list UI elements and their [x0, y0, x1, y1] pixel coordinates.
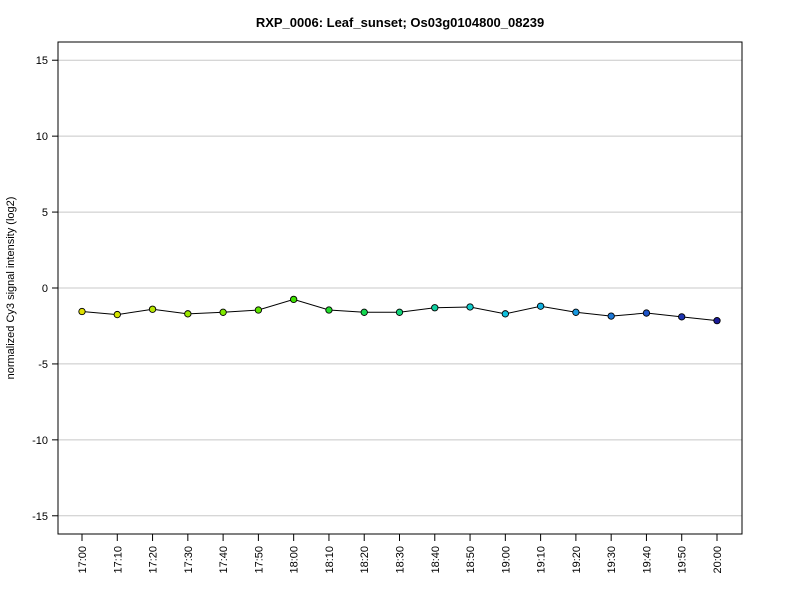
x-tick-label: 17:10 — [112, 546, 124, 574]
y-tick-label: 5 — [42, 207, 48, 219]
data-point — [501, 310, 509, 318]
x-tick-label: 17:30 — [183, 546, 195, 574]
x-tick-label: 18:50 — [465, 546, 477, 574]
chart-title: RXP_0006: Leaf_sunset; Os03g0104800_0823… — [256, 15, 544, 30]
plot-frame — [57, 41, 743, 535]
y-tick-label: 15 — [36, 55, 48, 67]
x-tick-label: 17:00 — [77, 546, 89, 574]
data-point — [184, 310, 192, 318]
grid-lines — [58, 59, 742, 517]
data-point — [290, 295, 298, 304]
data-point — [572, 308, 580, 316]
y-tick-label: 0 — [42, 283, 48, 295]
data-point — [466, 303, 474, 311]
x-tick-label: 17:20 — [148, 546, 160, 574]
x-tick-label: 18:00 — [289, 546, 301, 574]
data-point — [148, 305, 157, 313]
y-tick-label: -5 — [38, 359, 48, 371]
x-tick-label: 19:20 — [571, 546, 583, 574]
x-tick-label: 18:10 — [324, 546, 336, 574]
data-point — [713, 316, 721, 325]
x-tick-label: 18:20 — [359, 546, 371, 574]
y-axis-label: normalized Cy3 signal intensity (log2) — [5, 197, 17, 380]
x-tick-label: 19:40 — [641, 546, 653, 574]
data-point — [431, 304, 439, 312]
data-point — [607, 312, 615, 320]
data-point — [219, 308, 227, 316]
data-point — [78, 307, 86, 316]
y-tick-label: 10 — [36, 131, 48, 143]
data-point — [642, 309, 651, 317]
y-tick-label: -10 — [32, 435, 48, 447]
x-tick-label: 17:50 — [253, 546, 265, 574]
x-tick-label: 19:10 — [536, 546, 548, 574]
data-point — [325, 306, 333, 314]
series-points — [78, 295, 721, 325]
data-point — [536, 302, 545, 310]
y-axis: -15 -10 -5 0 5 10 15 — [32, 55, 58, 523]
x-tick-label: 20:00 — [712, 546, 724, 574]
x-tick-label: 18:40 — [430, 546, 442, 574]
y-tick-label: -15 — [32, 511, 48, 523]
data-point — [254, 306, 263, 314]
x-tick-label: 19:30 — [606, 546, 618, 574]
x-tick-label: 18:30 — [395, 546, 407, 574]
data-point — [360, 308, 368, 316]
x-axis: 17:00 17:10 17:20 17:30 17:40 17:50 18:00 18:10… — [77, 534, 724, 574]
x-tick-label: 17:40 — [218, 546, 230, 574]
data-point — [678, 313, 686, 321]
data-point — [113, 310, 121, 319]
data-point — [395, 308, 404, 316]
x-tick-label: 19:00 — [500, 546, 512, 574]
x-tick-label: 19:50 — [677, 546, 689, 574]
